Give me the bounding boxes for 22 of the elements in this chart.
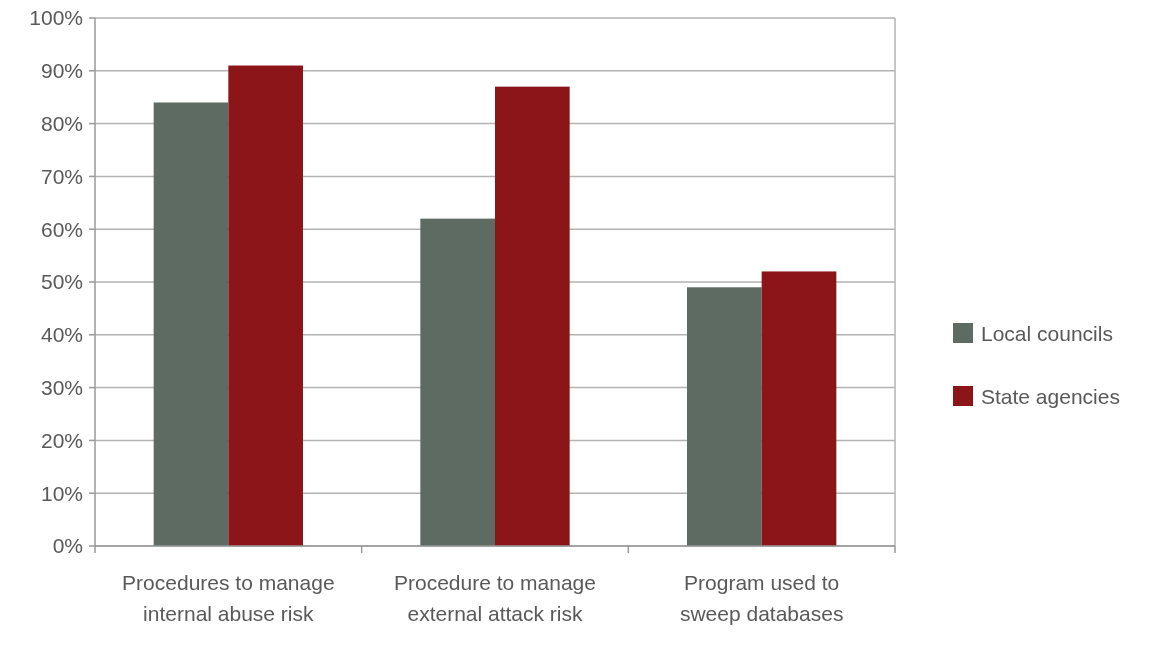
y-tick-label: 50% bbox=[40, 270, 83, 294]
bar bbox=[420, 218, 495, 546]
y-tick-label: 80% bbox=[40, 111, 83, 135]
y-tick-label: 60% bbox=[40, 217, 83, 241]
y-tick-label: 30% bbox=[40, 375, 83, 399]
x-tick-label: Procedures to manage internal abuse risk bbox=[122, 571, 335, 625]
legend-label: Local councils bbox=[981, 322, 1113, 346]
bar bbox=[153, 102, 229, 546]
bar bbox=[495, 86, 570, 546]
bar bbox=[228, 65, 303, 546]
y-tick-label: 70% bbox=[40, 164, 83, 188]
y-tick-label: 0% bbox=[52, 534, 83, 558]
y-tick-label: 40% bbox=[40, 323, 83, 347]
legend-label: State agencies bbox=[981, 385, 1120, 409]
x-tick-label: Program used to sweep databases bbox=[679, 571, 844, 625]
bar bbox=[761, 271, 837, 546]
y-tick-label: 20% bbox=[40, 428, 83, 452]
y-tick-label: 90% bbox=[40, 59, 83, 83]
y-tick-label: 100% bbox=[29, 6, 83, 30]
y-tick-label: 10% bbox=[40, 481, 83, 505]
bar bbox=[687, 287, 762, 546]
x-tick-label: Procedure to manage external attack risk bbox=[394, 571, 596, 625]
